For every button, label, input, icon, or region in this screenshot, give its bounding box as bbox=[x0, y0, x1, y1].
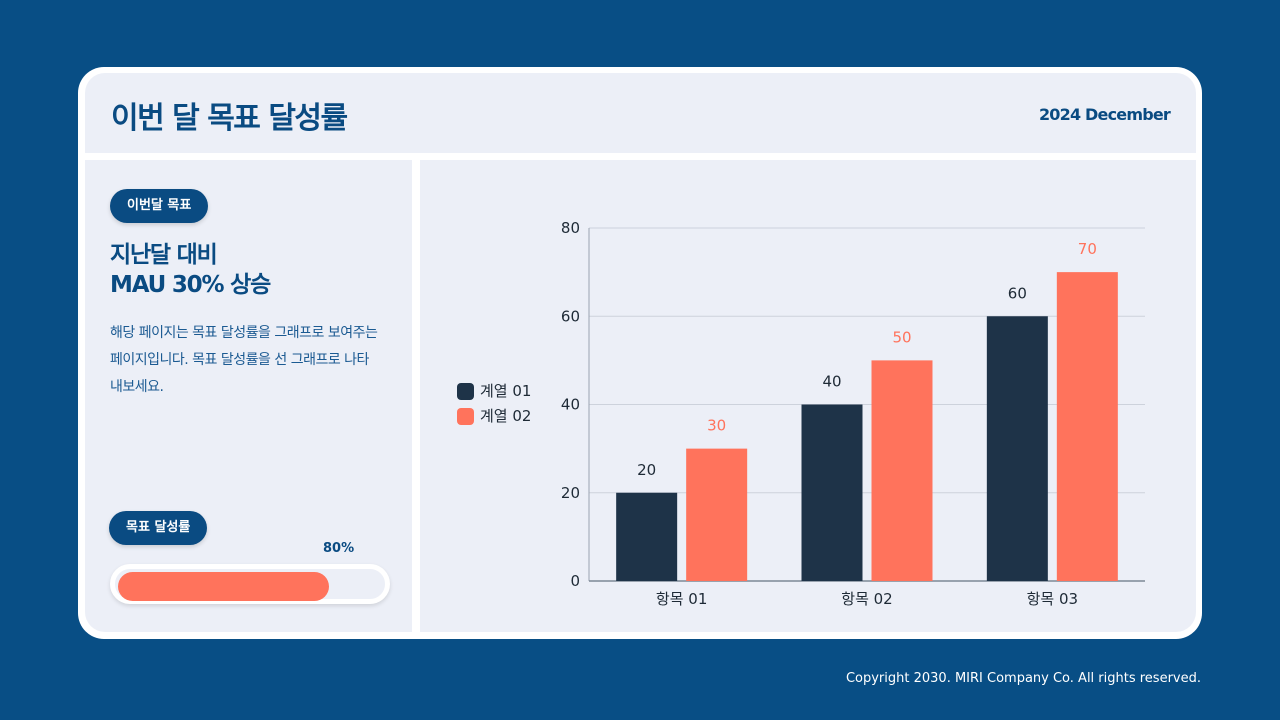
headline-line-1: 지난달 대비 bbox=[110, 242, 218, 268]
bar bbox=[986, 316, 1048, 581]
bar bbox=[686, 448, 748, 581]
data-label: 20 bbox=[637, 461, 656, 479]
bar bbox=[871, 360, 933, 581]
progress-percent: 80% bbox=[323, 541, 355, 556]
bar bbox=[1056, 272, 1118, 581]
goal-badge: 이번달 목표 bbox=[110, 189, 209, 223]
x-tick-label: 항목 03 bbox=[1027, 590, 1078, 608]
progress-fill bbox=[118, 572, 330, 601]
y-tick-label: 80 bbox=[561, 219, 580, 237]
progress-label: 목표 달성률 bbox=[109, 511, 208, 545]
y-tick-label: 60 bbox=[561, 307, 580, 325]
x-tick-label: 항목 01 bbox=[656, 590, 707, 608]
bar bbox=[801, 404, 863, 581]
goal-description: 해당 페이지는 목표 달성률을 그래프로 보여주는 페이지입니다. 목표 달성률… bbox=[110, 325, 378, 395]
x-tick-label: 항목 02 bbox=[841, 590, 892, 608]
legend-swatch bbox=[457, 383, 474, 400]
goal-panel: 이번달 목표 지난달 대비 MAU 30% 상승 해당 페이지는 목표 달성률을… bbox=[85, 160, 412, 632]
data-label: 30 bbox=[707, 417, 726, 435]
copyright: Copyright 2030. MIRI Company Co. All rig… bbox=[845, 671, 1201, 686]
data-label: 50 bbox=[892, 328, 911, 346]
date-label: 2024 December bbox=[1038, 105, 1171, 124]
data-label: 70 bbox=[1078, 240, 1097, 258]
goal-headline: 지난달 대비 MAU 30% 상승 bbox=[110, 240, 271, 300]
progress-bar bbox=[110, 564, 390, 604]
y-tick-label: 0 bbox=[570, 572, 580, 590]
y-tick-label: 20 bbox=[561, 484, 580, 502]
legend-label: 계열 01 bbox=[480, 382, 531, 400]
legend-swatch bbox=[457, 408, 474, 425]
bar bbox=[616, 492, 678, 581]
legend-label: 계열 02 bbox=[480, 407, 531, 425]
header: 이번 달 목표 달성률 2024 December bbox=[85, 73, 1196, 153]
data-label: 60 bbox=[1008, 284, 1027, 302]
page-title: 이번 달 목표 달성률 bbox=[111, 101, 348, 136]
y-tick-label: 40 bbox=[561, 396, 580, 414]
data-label: 40 bbox=[822, 373, 841, 391]
headline-line-2: MAU 30% 상승 bbox=[110, 272, 271, 298]
